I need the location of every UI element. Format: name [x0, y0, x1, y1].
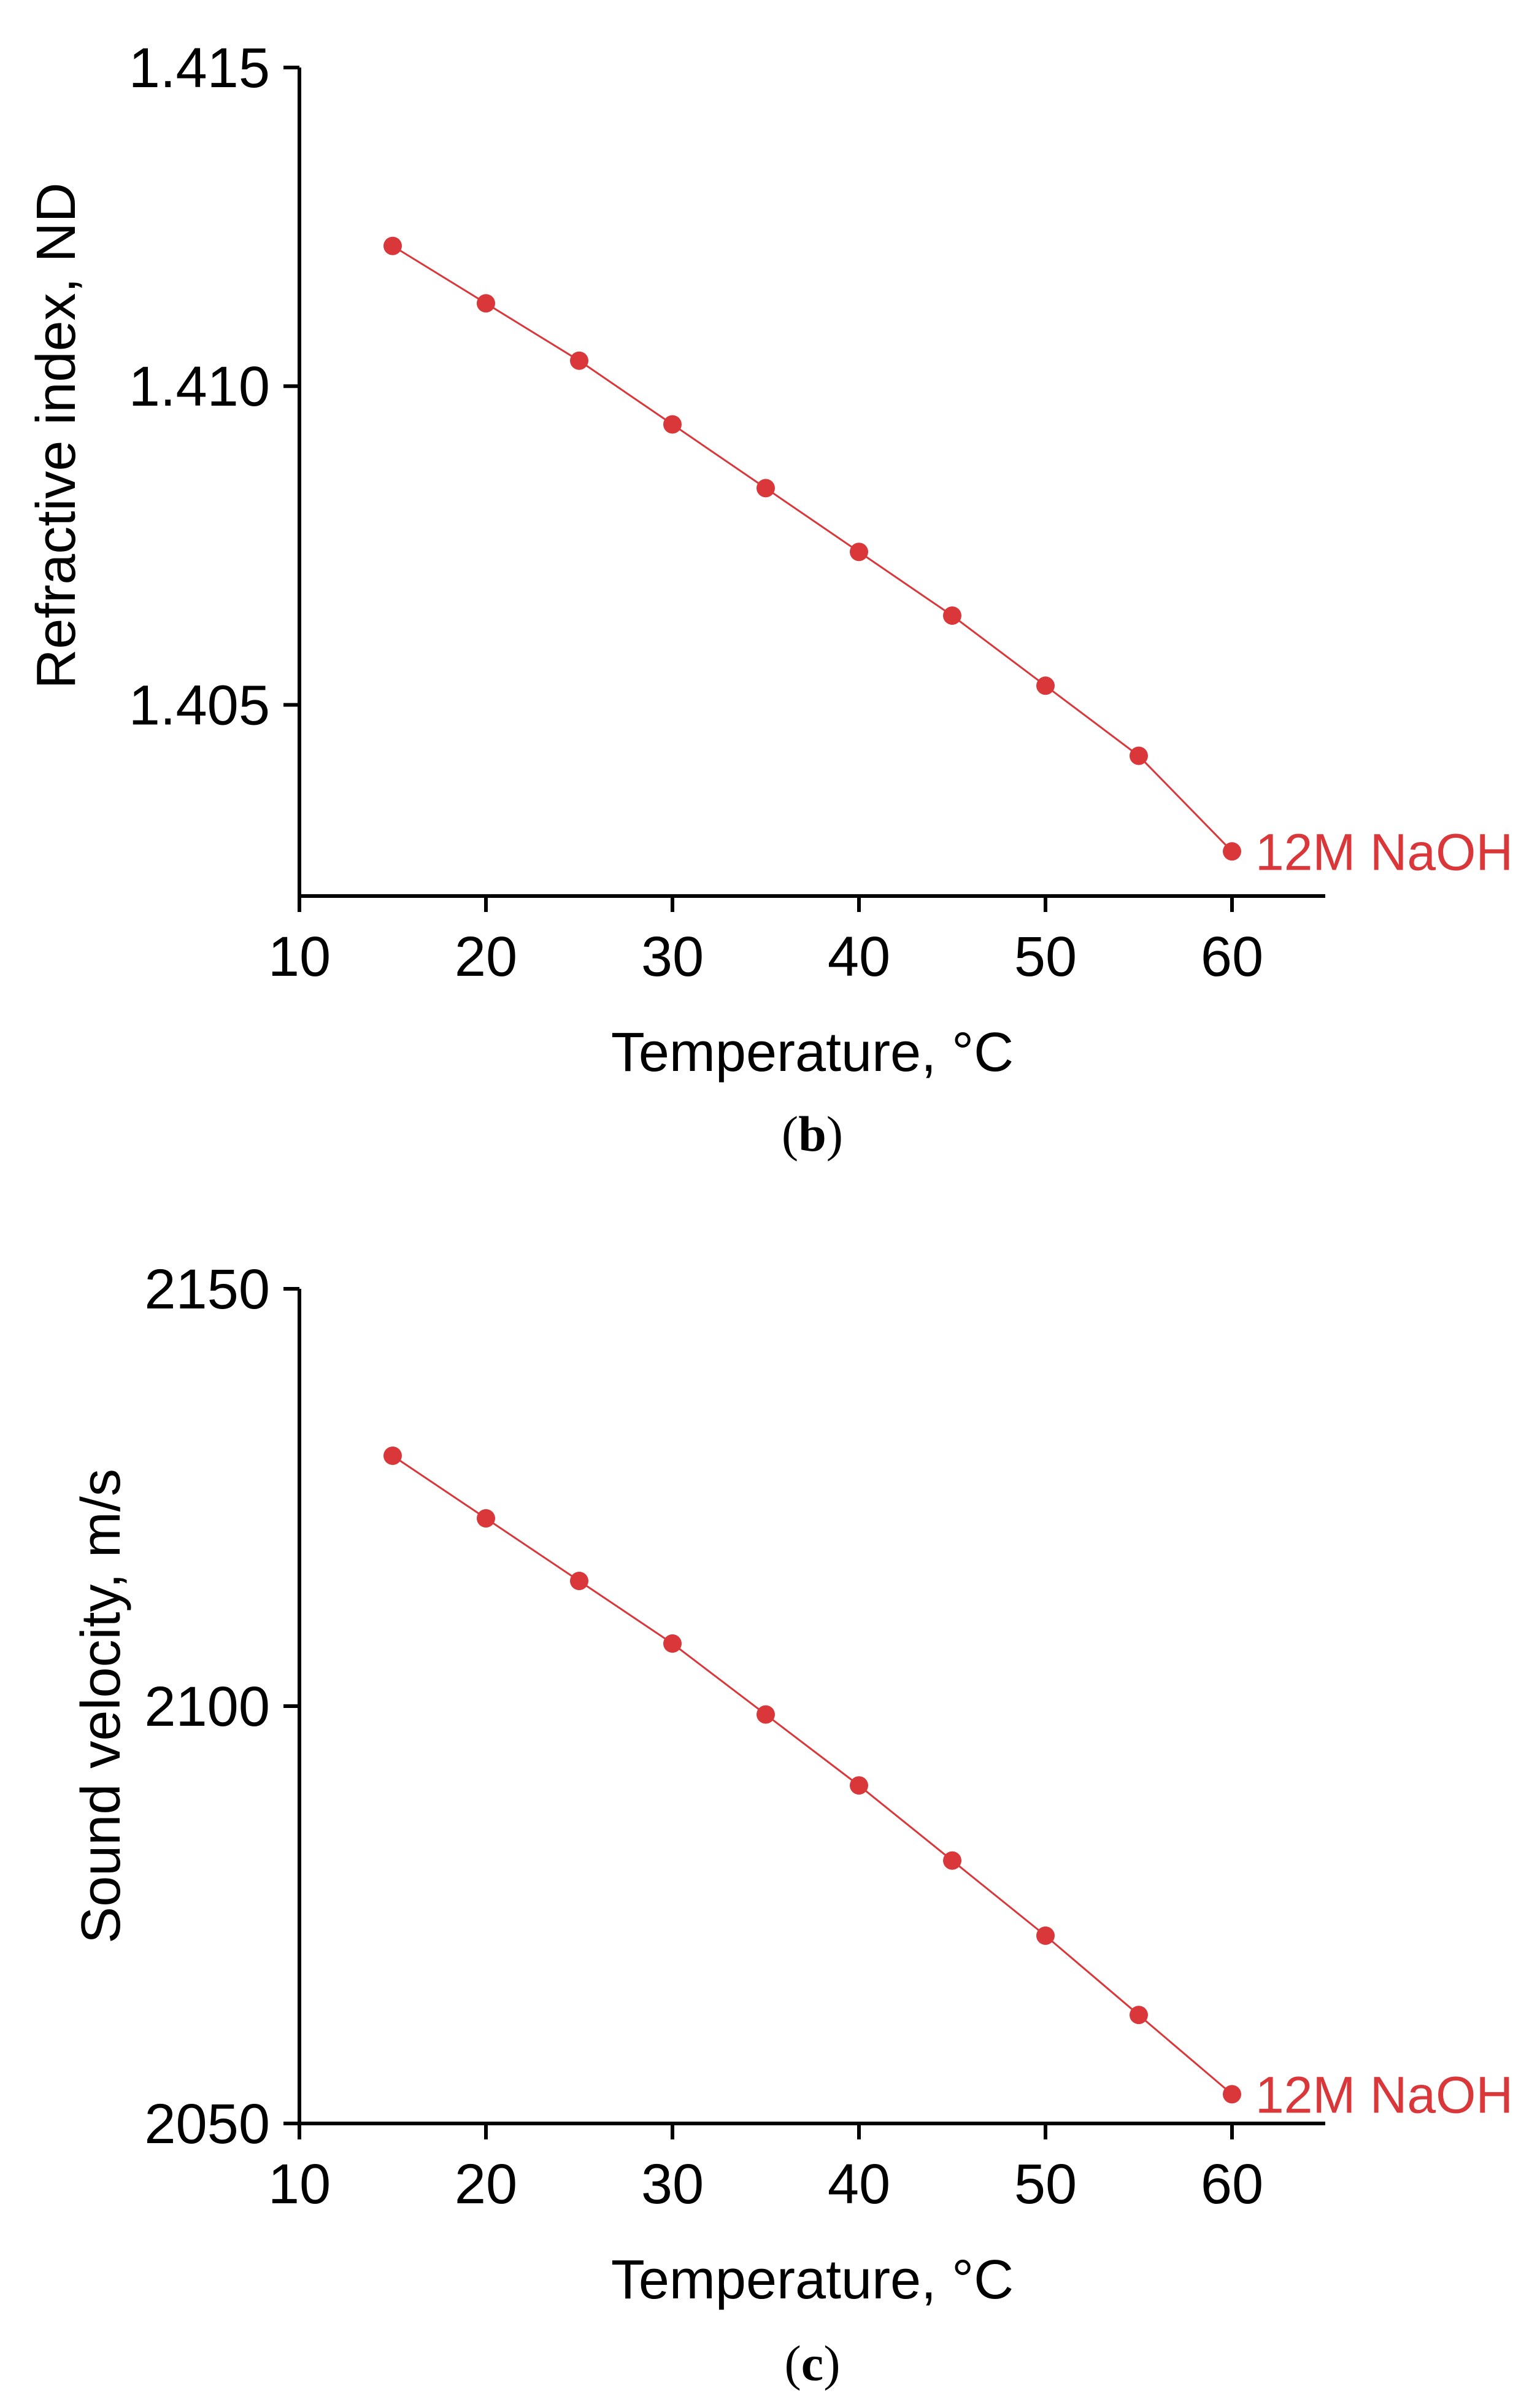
- x-tick-label: 20: [455, 2153, 517, 2216]
- data-point: [663, 1634, 682, 1653]
- data-point: [1130, 2006, 1148, 2025]
- y-tick-label: 1.410: [129, 355, 270, 418]
- panel-label: (b): [782, 1106, 843, 1162]
- data-point: [383, 1447, 402, 1465]
- y-axis-title: Refractive index, ND: [26, 182, 87, 689]
- panel-label-letter: b: [798, 1106, 826, 1162]
- chart-panel-c: 10 20 30 40 50 60 2050 2100 2150 12M NaOH Temper…: [71, 1258, 1513, 2391]
- x-tick-label: 30: [641, 2153, 704, 2216]
- y-tick-label: 1.415: [129, 37, 270, 99]
- data-point: [850, 543, 868, 562]
- data-point: [757, 479, 775, 498]
- data-point: [1130, 746, 1148, 765]
- data-point: [1036, 676, 1055, 695]
- x-tick-label: 60: [1201, 2153, 1263, 2216]
- series-label: 12M NaOH: [1255, 2066, 1513, 2123]
- series-line: [392, 1455, 1233, 2095]
- x-tick-label: 50: [1014, 2153, 1077, 2216]
- x-tick-label: 60: [1201, 925, 1263, 988]
- data-point: [943, 1851, 961, 1870]
- y-tick-label: 2100: [144, 1675, 270, 1738]
- x-tick-label: 10: [268, 925, 331, 988]
- y-tick-label: 2150: [144, 1258, 270, 1321]
- x-axis-title: Temperature, °C: [611, 2249, 1014, 2311]
- y-axis-title: Sound velocity, m/s: [71, 1469, 132, 1944]
- y-tick-label: 2050: [144, 2093, 270, 2155]
- panel-label: (c): [784, 2335, 840, 2391]
- ticks: 10 20 30 40 50 60 2050 2100 2150: [144, 1258, 1263, 2216]
- data-point: [383, 236, 402, 255]
- chart-panel-b: 10 20 30 40 50 60 1.405 1.410 1.415 12M NaOH Tem…: [26, 37, 1513, 1162]
- x-tick-label: 40: [828, 925, 890, 988]
- data-point: [1223, 2085, 1241, 2104]
- data-marks: 12M NaOH: [383, 236, 1513, 881]
- y-tick-label: 1.405: [129, 674, 270, 736]
- data-point: [663, 415, 682, 434]
- data-point: [570, 1572, 588, 1590]
- data-point: [1223, 842, 1241, 861]
- series-line: [392, 245, 1233, 852]
- data-marks: 12M NaOH: [383, 1447, 1513, 2123]
- x-tick-label: 10: [268, 2153, 331, 2216]
- x-tick-label: 40: [828, 2153, 890, 2216]
- ticks: 10 20 30 40 50 60 1.405 1.410 1.415: [129, 37, 1263, 988]
- data-point: [477, 294, 495, 313]
- panel-label-letter: c: [801, 2335, 823, 2391]
- data-point: [943, 606, 961, 625]
- x-tick-label: 30: [641, 925, 704, 988]
- data-point: [570, 351, 588, 370]
- x-axis-title: Temperature, °C: [611, 1022, 1014, 1083]
- data-point: [477, 1509, 495, 1528]
- series-label: 12M NaOH: [1255, 823, 1513, 881]
- x-tick-label: 20: [455, 925, 517, 988]
- data-point: [1036, 1926, 1055, 1945]
- data-point: [850, 1776, 868, 1795]
- data-point: [757, 1705, 775, 1724]
- x-tick-label: 50: [1014, 925, 1077, 988]
